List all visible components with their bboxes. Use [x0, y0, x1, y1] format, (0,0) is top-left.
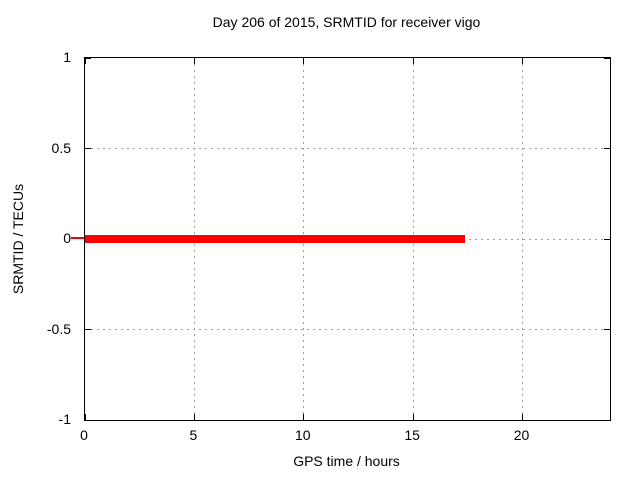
x-tick-label: 15: [404, 427, 420, 443]
x-tick-mark-bottom: [303, 414, 305, 420]
gridline-horizontal: [85, 329, 610, 330]
y-tick-mark-right: [604, 419, 610, 421]
x-tick-mark-top: [84, 58, 86, 64]
y-tick-label: 0.5: [51, 139, 71, 156]
plot-area: [84, 57, 611, 421]
x-tick-mark-bottom: [412, 414, 414, 420]
x-tick-label: 20: [513, 427, 530, 443]
y-tick-mark-right: [604, 238, 610, 240]
y-tick-mark-right: [604, 57, 610, 59]
x-tick-label: 0: [80, 427, 88, 443]
y-tick-label: 0: [63, 230, 71, 246]
x-tick-label: 5: [189, 427, 198, 443]
y-tick-mark-left: [85, 419, 91, 421]
y-tick-label: -1: [58, 411, 71, 427]
series-edge-cap: [71, 237, 84, 239]
y-tick-mark-right: [604, 148, 610, 149]
x-tick-mark-bottom: [522, 414, 523, 420]
x-tick-label: 10: [294, 427, 311, 443]
x-tick-mark-top: [193, 58, 195, 64]
x-tick-mark-bottom: [84, 414, 86, 420]
gridline-horizontal: [85, 148, 610, 149]
x-tick-mark-bottom: [193, 414, 195, 420]
y-tick-mark-right: [604, 329, 610, 330]
x-axis-label: GPS time / hours: [293, 453, 400, 469]
y-tick-mark-left: [85, 329, 91, 330]
y-tick-mark-left: [85, 148, 91, 149]
series-line-srmtid: [85, 235, 465, 243]
x-tick-mark-top: [522, 58, 523, 64]
x-tick-mark-top: [303, 58, 305, 64]
y-tick-mark-left: [85, 57, 91, 59]
y-tick-label: -0.5: [46, 320, 71, 337]
y-tick-label: 1: [63, 49, 71, 65]
x-tick-mark-top: [412, 58, 414, 64]
chart-title: Day 206 of 2015, SRMTID for receiver vig…: [212, 14, 481, 30]
